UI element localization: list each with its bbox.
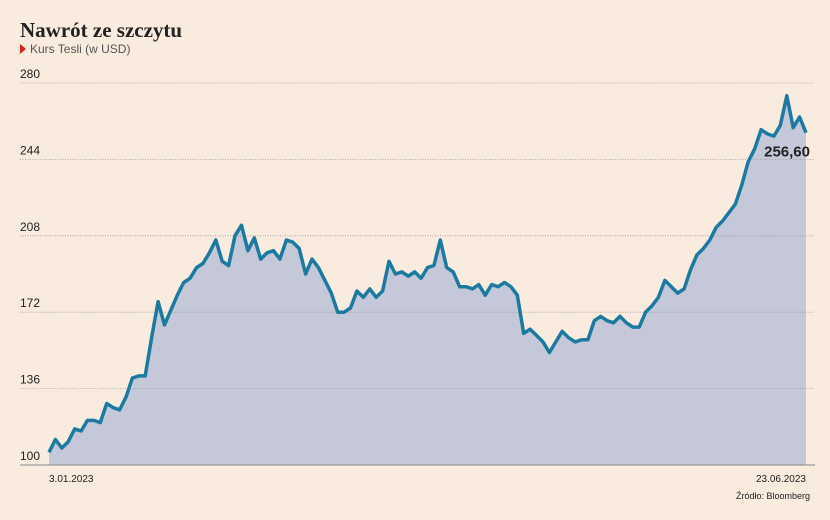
y-tick-label: 208	[20, 220, 40, 234]
chart-subtitle: Kurs Tesli (w USD)	[30, 42, 130, 56]
chart-title: Nawrót ze szczytu	[20, 18, 182, 42]
x-tick-label: 23.06.2023	[756, 474, 806, 485]
y-tick-label: 100	[20, 449, 40, 463]
x-tick-label: 3.01.2023	[49, 474, 94, 485]
y-tick-label: 280	[20, 67, 40, 81]
y-tick-label: 244	[20, 143, 40, 157]
area	[49, 95, 806, 465]
y-tick-label: 136	[20, 373, 40, 387]
y-tick-label: 172	[20, 296, 40, 310]
source: Źródło: Bloomberg	[736, 491, 810, 501]
value-label: 256,60	[764, 144, 810, 161]
subtitle-marker	[20, 44, 26, 54]
line	[47, 93, 808, 454]
